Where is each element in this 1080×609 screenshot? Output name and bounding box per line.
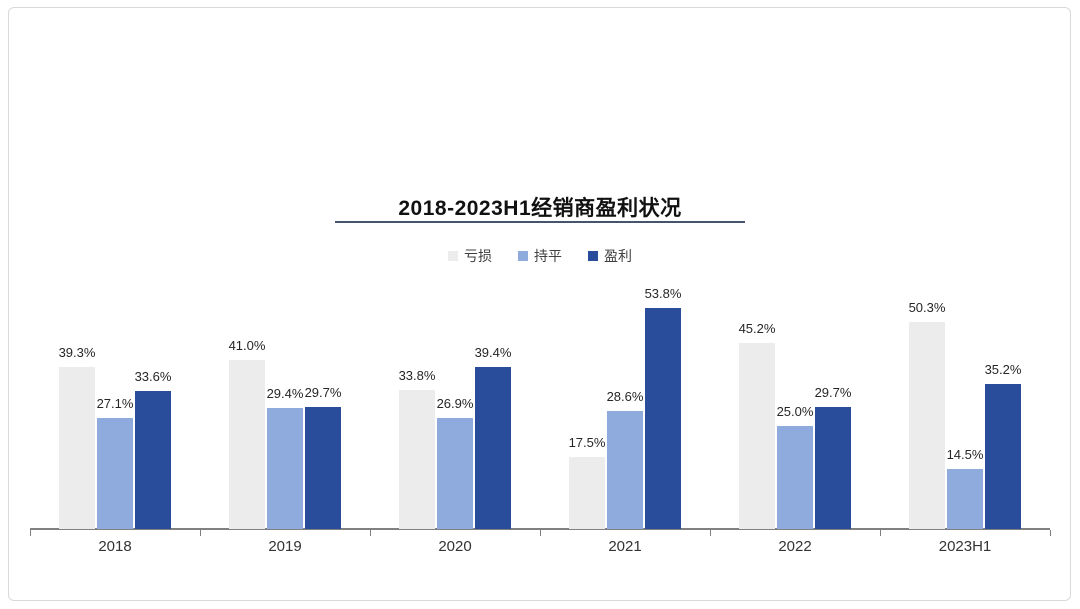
legend-item-1: 持平 [518,246,562,266]
bar-亏损-2018 [59,367,95,529]
bar-value-label: 41.0% [228,338,266,353]
bar-value-label: 33.8% [398,368,436,383]
bar-value-label: 45.2% [738,321,776,336]
bar-value-label: 50.3% [908,300,946,315]
bar-盈利-2023H1 [985,384,1021,529]
bar-持平-2021 [607,411,643,529]
bar-盈利-2019 [305,407,341,529]
bar-value-label: 17.5% [568,435,606,450]
bar-value-label: 27.1% [96,396,134,411]
bar-value-label: 29.7% [304,385,342,400]
legend-label: 盈利 [604,248,632,264]
bar-持平-2023H1 [947,469,983,529]
legend-swatch [448,251,458,261]
chart-title: 2018-2023H1经销商盈利状况 [398,197,682,220]
axis-tick [710,530,711,536]
x-axis-line [30,528,1050,530]
bar-value-label: 26.9% [436,396,474,411]
legend-label: 亏损 [464,248,492,264]
legend-item-0: 亏损 [448,246,492,266]
bar-亏损-2022 [739,343,775,529]
bar-value-label: 28.6% [606,389,644,404]
category-label: 2020 [438,538,472,555]
bar-盈利-2021 [645,308,681,529]
legend-swatch [588,251,598,261]
category-label: 2019 [268,538,302,555]
bar-value-label: 39.4% [474,345,512,360]
bar-盈利-2018 [135,391,171,529]
bar-盈利-2020 [475,367,511,529]
bar-亏损-2023H1 [909,322,945,529]
category-label: 2022 [778,538,812,555]
bar-value-label: 53.8% [644,286,682,301]
bar-持平-2018 [97,418,133,529]
bar-value-label: 39.3% [58,345,96,360]
legend-label: 持平 [534,248,562,264]
axis-tick [880,530,881,536]
bar-亏损-2020 [399,390,435,529]
title-underline [335,221,745,223]
bar-value-label: 35.2% [984,362,1022,377]
category-label: 2023H1 [938,538,992,555]
axis-tick [30,530,31,536]
bar-value-label: 29.4% [266,386,304,401]
legend-item-2: 盈利 [588,246,632,266]
bar-持平-2020 [437,418,473,529]
bar-亏损-2021 [569,457,605,529]
axis-tick [1050,530,1051,536]
axis-tick [370,530,371,536]
plot-area: 2018 39.3% 27.1% 33.6% 2019 41.0% 29.4% 29.7% 20… [30,280,1051,555]
bar-亏损-2019 [229,360,265,529]
category-label: 2018 [98,538,132,555]
bar-盈利-2022 [815,407,851,529]
legend-swatch [518,251,528,261]
axis-tick [540,530,541,536]
bar-持平-2022 [777,426,813,529]
category-label: 2021 [608,538,642,555]
legend: 亏损 持平 盈利 [0,246,1080,266]
bar-value-label: 33.6% [134,369,172,384]
bar-持平-2019 [267,408,303,529]
bar-value-label: 14.5% [946,447,984,462]
bar-value-label: 25.0% [776,404,814,419]
bar-value-label: 29.7% [814,385,852,400]
axis-tick [200,530,201,536]
